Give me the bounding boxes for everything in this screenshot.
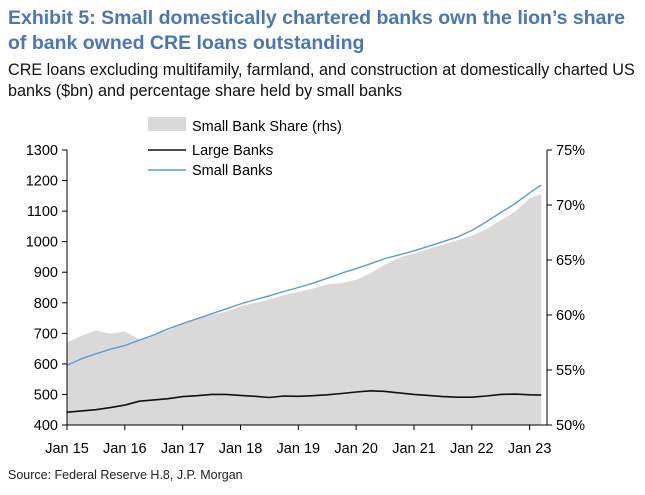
right-axis-tick-label: 60% (556, 308, 585, 324)
right-axis-tick-label: 70% (556, 198, 585, 214)
legend-swatch-area (148, 117, 186, 131)
x-axis-tick-label: Jan 16 (103, 441, 147, 457)
lines-layer (66, 184, 542, 413)
axes-layer: 1300 1200 1100 1000 900 800 700 600 500 400 75% 70%… (26, 143, 585, 457)
chart-title: Exhibit 5: Small domestically chartered … (8, 7, 625, 54)
left-axis-tick-label: 1300 (26, 143, 58, 159)
source-note: Source: Federal Reserve H.8, J.P. Morgan (8, 468, 243, 482)
x-axis-tick-label: Jan 20 (334, 441, 378, 457)
x-axis-tick-label: Jan 22 (450, 441, 494, 457)
left-axis-tick-label: 500 (34, 387, 58, 403)
left-axis-tick-label: 800 (34, 296, 58, 312)
left-axis-tick-label: 1200 (26, 174, 58, 190)
x-axis-tick-label: Jan 15 (45, 441, 89, 457)
x-axis-tick-label: Jan 18 (219, 441, 263, 457)
left-axis-tick-label: 600 (34, 357, 58, 373)
legend: Small Bank Share (rhs) Large Banks Small B… (148, 117, 342, 179)
chart-subtitle: CRE loans excluding multifamily, farmlan… (8, 61, 635, 100)
left-axis-tick-label: 1000 (26, 235, 58, 251)
x-axis-tick-label: Jan 23 (508, 441, 552, 457)
area-layer (67, 194, 542, 425)
left-axis-tick-label: 1100 (27, 204, 58, 220)
x-axis-tick-label: Jan 21 (392, 441, 436, 457)
right-axis-tick-label: 65% (556, 253, 585, 269)
legend-label: Small Banks (192, 163, 273, 179)
small-bank-share-area (67, 194, 542, 425)
left-axis-tick-label: 900 (34, 265, 58, 281)
legend-label: Large Banks (192, 143, 273, 159)
right-axis-tick-label: 75% (556, 143, 585, 159)
right-axis-tick-label: 55% (556, 363, 585, 379)
left-axis-tick-label: 700 (34, 326, 58, 342)
right-axis-tick-label: 50% (556, 418, 585, 434)
large-banks-line (66, 389, 542, 413)
x-axis-tick-label: Jan 19 (277, 441, 321, 457)
left-axis-tick-label: 400 (34, 418, 58, 434)
x-axis-tick-label: Jan 17 (161, 441, 205, 457)
small-banks-line (66, 184, 542, 367)
legend-label: Small Bank Share (rhs) (192, 119, 342, 135)
